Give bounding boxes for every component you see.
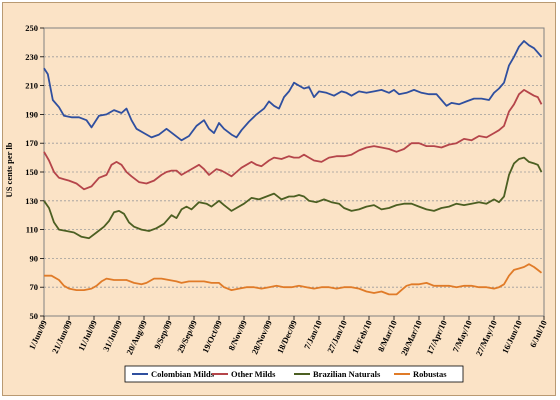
- y-tick-label: 90: [30, 253, 39, 263]
- x-tick-label: 19/Oct/09: [200, 319, 224, 355]
- x-tick-label: 28/Mar/10: [399, 319, 424, 357]
- x-tick-label: 31/Jul/09: [101, 319, 124, 353]
- series-line-brazilian-naturals: [43, 156, 543, 240]
- y-tick-label: 110: [26, 225, 38, 235]
- x-tick-label: 20/Aug/09: [124, 319, 149, 357]
- series-line-other-milds: [43, 89, 543, 191]
- x-tick-label: 27/Jan/10: [325, 319, 349, 355]
- y-tick-label: 50: [30, 311, 39, 321]
- x-tick-label: 28/Nov/09: [249, 319, 273, 356]
- y-tick-label: 230: [25, 52, 38, 62]
- x-tick-label: 18/Dec/09: [275, 319, 299, 355]
- x-tick-label: 1/Jun/09: [27, 319, 49, 351]
- y-tick-label: 250: [25, 23, 38, 33]
- series-line-robustas: [44, 263, 543, 296]
- x-tick-label: 8/Nov/09: [226, 319, 249, 352]
- x-tick-label: 11/Jul/09: [76, 319, 99, 353]
- x-tick-label: 7/May/10: [450, 319, 473, 354]
- y-tick-label: 130: [25, 196, 38, 206]
- legend-label-brazilian-naturals: Brazilian Naturals: [313, 369, 381, 379]
- y-tick-label: 150: [25, 167, 38, 177]
- series-line-colombian-milds: [43, 40, 543, 142]
- x-tick-label: 6/Jul/10: [528, 319, 549, 349]
- x-tick-label: 21/Jun/09: [50, 319, 74, 355]
- x-tick-label: 27/May/10: [474, 319, 499, 358]
- x-tick-label: 16/Jun/10: [500, 319, 524, 355]
- legend-label-other-milds: Other Milds: [231, 369, 276, 379]
- y-tick-label: 170: [25, 138, 38, 148]
- y-tick-label: 70: [30, 282, 39, 292]
- x-tick-label: 9/Sep/09: [152, 319, 174, 351]
- x-tick-label: 8/Mar/10: [376, 319, 399, 354]
- x-tick-label: 7/Jan/10: [302, 319, 324, 351]
- y-tick-label: 190: [25, 109, 38, 119]
- x-tick-label: 29/Sep/09: [175, 319, 199, 355]
- legend-label-colombian-milds: Colombian Milds: [151, 369, 215, 379]
- y-tick-label: 210: [25, 81, 38, 91]
- x-tick-label: 16/Feb/10: [350, 319, 374, 355]
- y-axis-label: US cents per lb: [4, 142, 14, 197]
- legend-label-robustas: Robustas: [413, 369, 447, 379]
- x-tick-label: 17/Apr/10: [424, 319, 448, 356]
